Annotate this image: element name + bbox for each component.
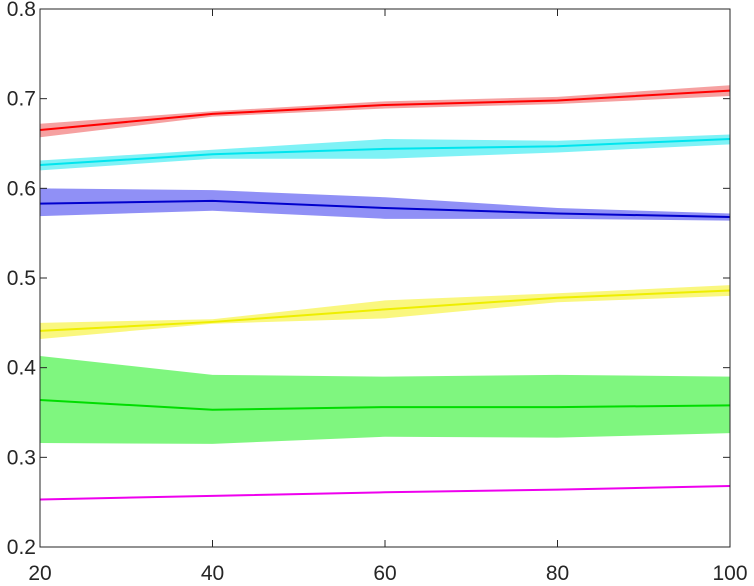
x-tick-label: 60 [373, 562, 396, 585]
x-tick-label: 20 [28, 562, 51, 585]
y-tick-labels: 0.2 0.3 0.4 0.5 0.6 0.7 0.8 [7, 0, 37, 559]
series-6-line [39, 485, 731, 501]
plot-area-frame [39, 8, 731, 548]
y-tick-label: 0.2 [7, 536, 36, 559]
x-tick-label: 80 [546, 562, 569, 585]
series-lines [39, 89, 731, 501]
y-tick-label: 0.4 [7, 357, 37, 380]
y-tick-label: 0.3 [7, 446, 36, 469]
x-tick-label: 100 [712, 562, 747, 585]
y-tick-label: 0.8 [7, 0, 36, 21]
series-1-line [39, 89, 731, 132]
axis-ticks [39, 8, 731, 548]
series-4-line [39, 289, 731, 332]
series-5-band [40, 356, 730, 444]
y-tick-label: 0.6 [7, 177, 36, 200]
series-4-band [40, 285, 730, 339]
x-tick-label: 40 [201, 562, 224, 585]
series-2-line [39, 138, 731, 167]
y-tick-label: 0.7 [7, 88, 36, 111]
confidence-bands [40, 85, 730, 500]
series-3-line [39, 199, 731, 219]
y-tick-label: 0.5 [7, 267, 36, 290]
series-2-band [40, 134, 730, 171]
series-5-line [39, 398, 731, 411]
x-tick-labels: 20 40 60 80 100 [28, 562, 747, 585]
series-1-band [40, 85, 730, 138]
